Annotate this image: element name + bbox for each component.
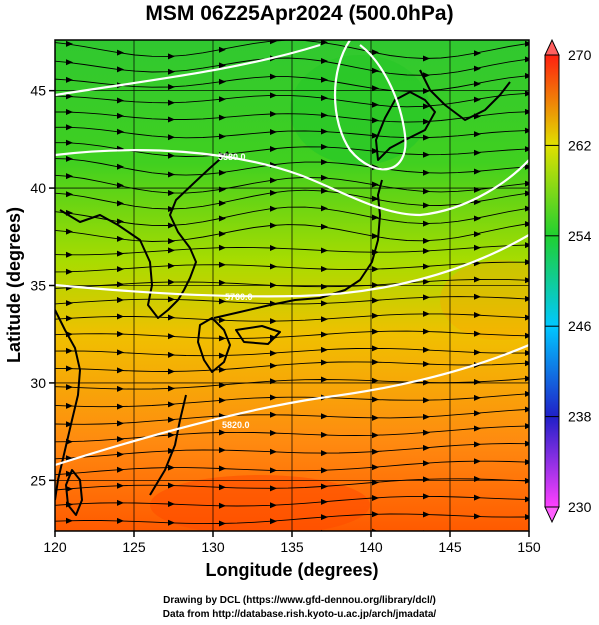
y-tick-label: 40 — [30, 180, 46, 196]
credit-drawing: Drawing by DCL (https://www.gfd-dennou.o… — [163, 595, 436, 606]
coastlines — [55, 69, 511, 516]
streamline — [55, 223, 529, 242]
chart-title: MSM 06Z25Apr2024 (500.0hPa) — [145, 2, 454, 25]
colorbar-tick-label: 238 — [568, 409, 592, 425]
streamline — [55, 244, 529, 256]
colorbar-tick-label: 246 — [568, 318, 592, 334]
korea-coast — [59, 151, 229, 319]
honshu — [213, 179, 383, 319]
wind-arrow — [372, 214, 379, 221]
streamline — [55, 142, 529, 157]
x-axis-title: Longitude (degrees) — [205, 560, 378, 580]
contour-label-5580: 5580.0 — [218, 152, 246, 162]
streamline — [55, 443, 529, 460]
streamline — [55, 206, 529, 226]
colorbar-tick-label: 262 — [568, 137, 592, 153]
streamline — [55, 495, 529, 507]
streamline — [55, 377, 529, 390]
colorbar: 230 238 246 254 262 270 — [544, 38, 592, 524]
streamline — [55, 111, 529, 123]
contour-low — [333, 40, 407, 171]
wind-arrow — [219, 200, 226, 207]
wind-arrow — [270, 534, 277, 540]
streamline — [55, 393, 529, 408]
contour-label-5760: 5760.0 — [225, 292, 253, 302]
cold-pocket — [290, 55, 430, 165]
colorbar-body — [544, 54, 560, 508]
contour-label-5820: 5820.0 — [222, 420, 250, 430]
sakhalin-kurils — [419, 69, 511, 121]
china-coast — [55, 309, 81, 501]
x-tick-label: 145 — [438, 539, 462, 555]
streamline — [55, 478, 529, 491]
credit-data: Data from http://database.rish.kyoto-u.a… — [162, 609, 437, 620]
streamline — [55, 513, 529, 525]
streamline — [55, 92, 529, 108]
wind-arrow — [474, 231, 481, 238]
streamline — [55, 425, 529, 443]
wind-arrow — [168, 538, 175, 544]
taiwan — [65, 469, 83, 516]
wind-arrow — [219, 230, 226, 237]
x-tick-label: 150 — [517, 539, 541, 555]
lat-lon-grid — [55, 40, 529, 531]
colorbar-bottom-arrow — [544, 506, 560, 524]
colorbar-top-arrow — [544, 38, 560, 56]
wind-arrow — [474, 215, 481, 222]
warm-patch — [150, 475, 370, 531]
y-tick-label: 25 — [30, 472, 46, 488]
x-tick-label: 125 — [122, 539, 146, 555]
y-axis: 25 30 35 40 45 — [30, 83, 55, 488]
wind-arrow — [219, 215, 226, 222]
wind-arrow — [219, 62, 226, 69]
wind-arrow — [117, 182, 124, 189]
height-contours — [55, 40, 529, 467]
streamline — [55, 296, 529, 305]
y-axis-title: Latitude (degrees) — [4, 207, 24, 363]
wind-arrow — [474, 65, 481, 72]
hokkaido — [375, 91, 436, 161]
y-tick-label: 30 — [30, 375, 46, 391]
contour-5580 — [55, 149, 529, 217]
wind-arrow — [219, 46, 226, 53]
kyushu — [197, 317, 231, 373]
colorbar-tick-label: 270 — [568, 47, 592, 63]
x-tick-label: 120 — [43, 539, 67, 555]
x-tick-label: 135 — [280, 539, 304, 555]
streamline — [55, 278, 529, 289]
shikoku — [235, 325, 281, 345]
wind-arrow — [117, 163, 124, 170]
streamline — [55, 126, 529, 139]
streamline — [55, 330, 529, 339]
x-tick-label: 130 — [201, 539, 225, 555]
wind-arrow — [474, 532, 481, 538]
x-tick-label: 140 — [359, 539, 383, 555]
x-axis: 120 125 130 135 140 145 150 — [43, 531, 541, 555]
wind-arrow — [66, 535, 73, 541]
streamline — [55, 408, 529, 425]
streamline — [55, 158, 529, 176]
streamline — [55, 460, 529, 476]
y-tick-label: 45 — [30, 83, 46, 99]
streamline — [55, 347, 529, 357]
colorbar-tick-label: 254 — [568, 228, 592, 244]
contour-north — [55, 43, 321, 97]
warm-east — [440, 260, 529, 340]
colorbar-tick-label: 230 — [568, 499, 592, 515]
y-tick-label: 35 — [30, 278, 46, 294]
streamline — [55, 313, 529, 322]
streamline — [55, 189, 529, 210]
contour-5820 — [55, 343, 529, 467]
wind-arrow — [474, 80, 481, 87]
streamline — [55, 75, 529, 92]
streamline — [55, 261, 529, 273]
streamline — [55, 57, 529, 76]
wind-arrow — [372, 195, 379, 202]
contour-5760 — [55, 234, 529, 298]
ryukyu-islands — [149, 394, 187, 496]
wind-arrow — [474, 50, 481, 57]
